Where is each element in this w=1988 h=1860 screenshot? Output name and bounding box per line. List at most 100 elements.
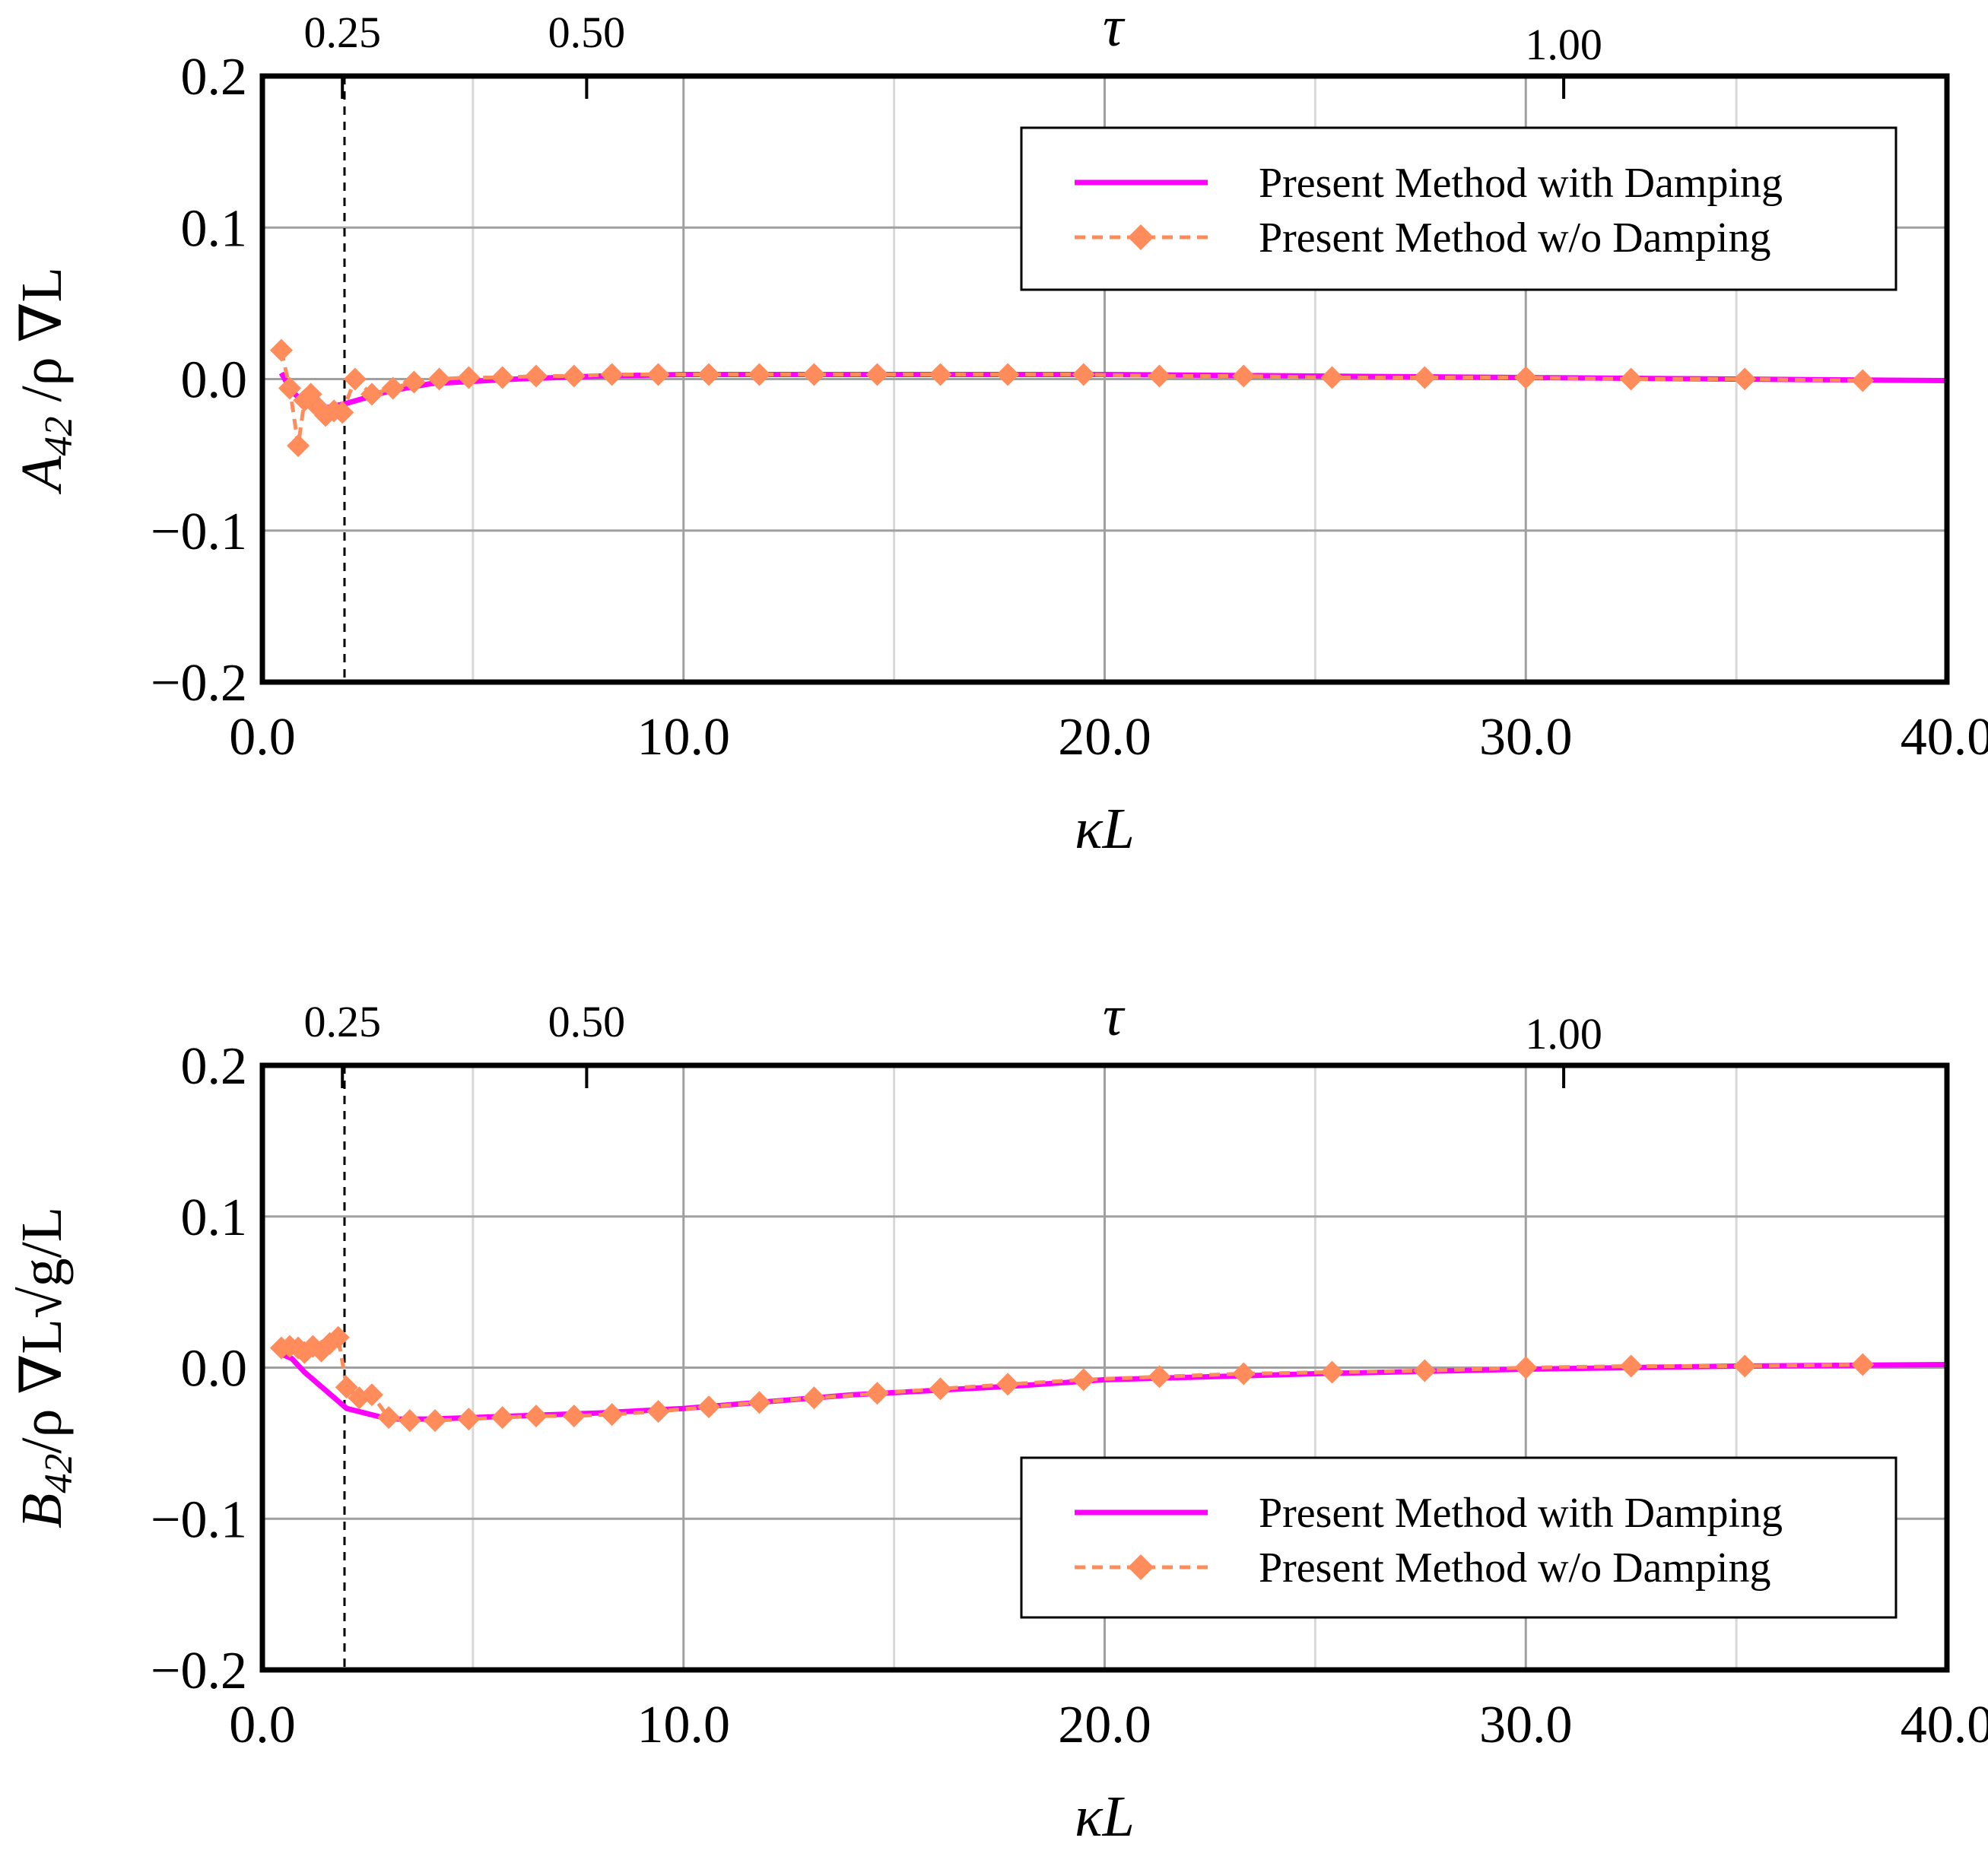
x-tick-label: 20.0: [1058, 1696, 1151, 1754]
data-point-diamond: [491, 1406, 514, 1430]
data-point-diamond: [326, 1325, 350, 1349]
x-tick-label: 10.0: [637, 708, 731, 767]
data-point-diamond: [424, 1409, 447, 1433]
chart-panel-2: 0.0 10.0 20.0 30.0 40.0 −0.2 −0.1 0.0 0.1 0.2 0.25…: [10, 984, 1988, 1849]
y-tick-label: 0.1: [181, 1189, 248, 1247]
x-tick-label: 40.0: [1901, 1696, 1988, 1754]
chart-panel-1: 0.0 10.0 20.0 30.0 40.0 −0.2 −0.1 0.0 0.1 0.2 0.25…: [10, 0, 1988, 861]
data-point-diamond: [343, 367, 367, 391]
data-point-diamond: [1072, 363, 1095, 386]
data-point-diamond: [278, 376, 301, 400]
data-point-diamond: [562, 1405, 586, 1428]
data-point-diamond: [1320, 1360, 1344, 1384]
data-point-diamond: [402, 370, 426, 394]
data-point-diamond: [1072, 1368, 1095, 1392]
data-point-diamond: [1514, 366, 1538, 389]
x-tick-label: 30.0: [1479, 708, 1573, 767]
data-point-diamond: [929, 1377, 952, 1401]
data-point-diamond: [457, 1408, 481, 1431]
data-point-diamond: [1619, 1354, 1643, 1378]
y-tick-label: −0.1: [151, 503, 247, 561]
legend-swatch-diamond: [1128, 224, 1154, 250]
data-point-diamond: [524, 364, 548, 388]
data-point-diamond: [1851, 1353, 1875, 1376]
x-axis-title: κL: [1075, 1785, 1135, 1849]
data-point-diamond: [1148, 1365, 1171, 1389]
y-tick-label: 0.2: [181, 48, 248, 106]
data-point-diamond: [427, 367, 451, 391]
y-axis-title: A42 /ρ ∇L: [10, 267, 81, 495]
y-tick-label: 0.2: [181, 1037, 248, 1096]
data-point-diamond: [646, 363, 670, 386]
top-axis-tick-label: 0.50: [548, 8, 626, 57]
data-point-diamond: [360, 1383, 383, 1407]
top-axis-tick-label: 0.25: [303, 8, 381, 57]
legend: Present Method with Damping Present Metho…: [1020, 1456, 1897, 1619]
data-point-diamond: [802, 1386, 826, 1410]
y-tick-label: 0.1: [181, 199, 248, 258]
data-point-diamond: [697, 363, 720, 386]
x-tick-label: 10.0: [637, 1696, 731, 1754]
legend: Present Method with Damping Present Metho…: [1020, 126, 1897, 291]
data-point-diamond: [748, 363, 771, 386]
y-tick-label: 0.0: [181, 1340, 248, 1398]
series-line-without-damping: [281, 1334, 1863, 1423]
data-point-diamond: [929, 363, 952, 386]
top-axis-tick-label: 1.00: [1525, 20, 1602, 69]
data-point-diamond: [996, 1373, 1020, 1396]
x-tick-label: 20.0: [1058, 708, 1151, 767]
series-line-without-damping: [279, 350, 1863, 446]
series-line-with-damping: [280, 1351, 1948, 1422]
data-point-diamond: [377, 1406, 401, 1430]
legend-swatch-diamond: [1128, 1554, 1154, 1580]
data-point-diamond: [1514, 1356, 1538, 1379]
data-point-diamond: [398, 1409, 421, 1433]
x-tick-label: 0.0: [229, 708, 296, 767]
y-tick-label: 0.0: [181, 351, 248, 410]
data-point-diamond: [381, 376, 405, 400]
data-point-diamond: [1232, 364, 1256, 388]
plot-frame: [259, 73, 1950, 685]
x-tick-label: 30.0: [1479, 1696, 1573, 1754]
data-point-diamond: [562, 364, 586, 388]
y-tick-label: −0.1: [151, 1490, 247, 1549]
data-point-diamond: [697, 1395, 720, 1419]
data-point-diamond: [524, 1405, 548, 1428]
data-point-diamond: [996, 363, 1020, 386]
data-point-diamond: [1733, 367, 1757, 391]
data-point-diamond: [1619, 367, 1643, 391]
data-point-diamond: [269, 338, 293, 362]
data-point-diamond: [1413, 366, 1437, 389]
data-point-diamond: [1148, 364, 1171, 388]
data-point-diamond: [802, 363, 826, 386]
legend-label: Present Method with Damping: [1259, 160, 1783, 207]
data-point-diamond: [646, 1400, 670, 1424]
data-point-diamond: [600, 1403, 624, 1427]
top-axis-tick-label: 0.25: [303, 997, 381, 1046]
data-point-diamond: [748, 1391, 771, 1414]
legend-box: [1020, 126, 1897, 291]
y-tick-label: −0.2: [151, 1642, 247, 1700]
data-point-diamond: [1232, 1362, 1256, 1385]
x-tick-label: 40.0: [1901, 708, 1988, 767]
data-point-diamond: [1851, 369, 1875, 392]
y-axis-title: B42/ρ ∇L√g/L: [10, 1207, 81, 1528]
top-axis-tick-label: 1.00: [1525, 1009, 1602, 1059]
plot-frame: [259, 1062, 1950, 1673]
y-tick-label: −0.2: [151, 654, 247, 713]
data-point-diamond: [865, 363, 889, 386]
data-point-diamond: [865, 1382, 889, 1405]
top-axis-tick-label: 0.50: [548, 997, 626, 1046]
data-point-diamond: [1320, 366, 1344, 389]
legend-label: Present Method w/o Damping: [1259, 1544, 1770, 1592]
legend-label: Present Method w/o Damping: [1259, 214, 1770, 262]
top-axis-title: τ: [1103, 0, 1126, 59]
top-axis-title: τ: [1103, 984, 1126, 1048]
x-tick-label: 0.0: [229, 1696, 296, 1754]
legend-label: Present Method with Damping: [1259, 1490, 1783, 1537]
data-point-diamond: [335, 1376, 358, 1399]
data-point-diamond: [600, 363, 624, 386]
data-point-diamond: [287, 434, 310, 458]
data-point-diamond: [457, 366, 481, 389]
